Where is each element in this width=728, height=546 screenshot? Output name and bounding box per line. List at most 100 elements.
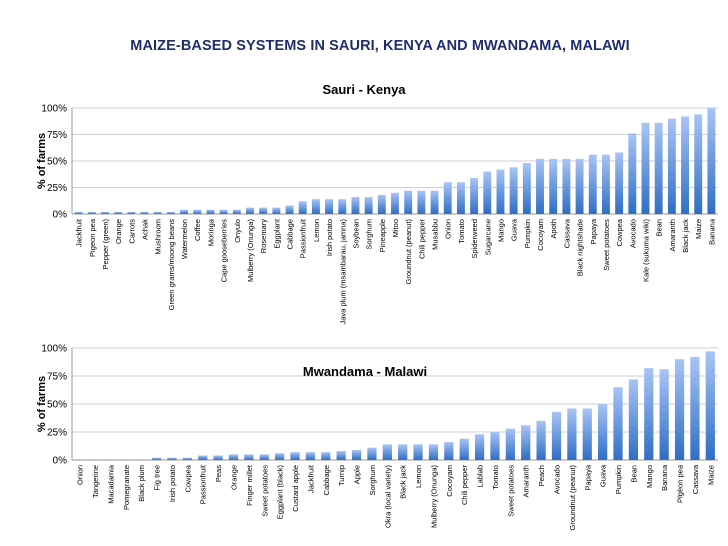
bar xyxy=(522,163,531,214)
x-tick-label: Maize xyxy=(706,465,715,485)
x-tick-label: Tomato xyxy=(457,219,466,244)
bar xyxy=(311,199,320,214)
bar xyxy=(707,108,716,214)
x-tick-label: Avocado xyxy=(553,465,562,494)
x-tick-label: Papaya xyxy=(583,464,592,490)
x-tick-label: Sorghum xyxy=(368,465,377,495)
bar xyxy=(272,207,281,214)
x-tick-label: Java plum (msambarau, jamna) xyxy=(338,219,347,325)
chart-title: Mwandama - Malawi xyxy=(303,364,427,379)
bar xyxy=(615,152,624,214)
bar xyxy=(588,154,597,214)
x-tick-label: Guava xyxy=(599,464,608,487)
y-tick-label: 100% xyxy=(41,344,67,355)
bar xyxy=(232,209,241,214)
bar xyxy=(351,197,360,214)
x-tick-label: Spiderweed xyxy=(470,219,479,259)
bar xyxy=(628,133,637,214)
x-tick-label: Maize xyxy=(694,219,703,239)
bar xyxy=(444,442,454,460)
y-tick-label: 0% xyxy=(53,456,68,467)
bar xyxy=(521,425,531,460)
bar xyxy=(536,420,546,460)
bar xyxy=(246,207,254,214)
bar xyxy=(567,408,577,460)
bar xyxy=(694,114,703,214)
x-tick-label: Lemon xyxy=(414,465,423,488)
x-tick-label: Orange xyxy=(114,219,123,244)
x-tick-label: Moringa xyxy=(206,218,215,246)
bar xyxy=(674,359,685,460)
y-tick-label: 0% xyxy=(53,210,68,221)
x-tick-label: Cassava xyxy=(562,218,571,248)
x-tick-label: Musabbu xyxy=(431,219,440,250)
x-tick-label: Green grams/moong beans xyxy=(167,219,176,311)
bar xyxy=(654,122,663,214)
x-tick-label: Sugarcane xyxy=(483,219,492,255)
x-tick-label: Fig tree xyxy=(153,465,162,490)
bar xyxy=(198,455,208,460)
bar xyxy=(562,158,571,214)
bar xyxy=(259,454,269,460)
x-tick-label: Okra (local variety) xyxy=(383,465,392,528)
x-tick-label: Mulberry (Onunga) xyxy=(246,219,255,282)
x-tick-label: Macadamia xyxy=(106,464,115,504)
bar xyxy=(705,351,715,460)
y-tick-label: 25% xyxy=(47,428,67,439)
x-tick-label: Tangerine xyxy=(91,465,100,498)
x-tick-label: Rosemary xyxy=(259,219,268,253)
x-tick-label: Passionfruit xyxy=(299,218,308,258)
x-tick-label: Banana xyxy=(660,464,669,491)
x-tick-label: Black nightshade xyxy=(576,219,585,276)
x-tick-label: Jackfruit xyxy=(75,218,84,247)
x-tick-label: Orange xyxy=(230,465,239,490)
bar xyxy=(167,457,177,460)
x-tick-label: Sweet potatoes xyxy=(602,219,611,271)
y-tick-label: 100% xyxy=(41,104,67,115)
x-tick-label: Amaranth xyxy=(522,465,531,498)
bar xyxy=(443,182,452,214)
bar xyxy=(290,452,300,460)
bar xyxy=(364,197,373,214)
x-tick-label: Cocoyam xyxy=(445,465,454,497)
bar xyxy=(551,411,562,460)
bar xyxy=(536,158,544,214)
x-tick-label: Avocado xyxy=(628,219,637,248)
bar xyxy=(505,428,515,460)
bar xyxy=(391,192,399,214)
bar xyxy=(644,368,654,460)
x-tick-label: Kale (sukuma wiki) xyxy=(641,219,650,282)
x-tick-label: Cocoyam xyxy=(536,219,545,251)
x-tick-label: Passionfruit xyxy=(199,464,208,504)
bar xyxy=(321,452,331,460)
bar xyxy=(74,211,83,214)
bar xyxy=(496,169,505,214)
bar xyxy=(75,459,85,461)
y-tick-label: 50% xyxy=(47,400,67,411)
x-tick-label: Banana xyxy=(707,218,716,245)
x-tick-label: Soybean xyxy=(351,219,360,249)
bar xyxy=(336,451,346,460)
x-tick-label: Pepper (green) xyxy=(101,219,110,270)
bar xyxy=(459,438,469,460)
x-tick-label: Jackfruit xyxy=(306,464,315,493)
bar xyxy=(575,158,584,214)
bar xyxy=(180,209,189,214)
bar xyxy=(121,459,131,461)
bar xyxy=(153,211,162,214)
x-tick-label: Groundnut (peanut) xyxy=(568,465,577,531)
x-tick-label: Mushroom xyxy=(154,219,163,254)
bar xyxy=(681,116,689,214)
bar xyxy=(483,171,492,214)
bar xyxy=(470,177,479,214)
bar xyxy=(598,404,608,460)
x-tick-label: Eggplant (black) xyxy=(276,465,285,520)
bar xyxy=(87,211,96,214)
slide-title: MAIZE-BASED SYSTEMS IN SAURI, KENYA AND … xyxy=(130,38,630,54)
x-tick-label: Cowpea xyxy=(183,464,192,492)
bar xyxy=(259,207,268,214)
bar xyxy=(140,211,149,214)
x-tick-label: Irish potato xyxy=(168,465,177,502)
x-tick-label: Mango xyxy=(496,219,505,242)
